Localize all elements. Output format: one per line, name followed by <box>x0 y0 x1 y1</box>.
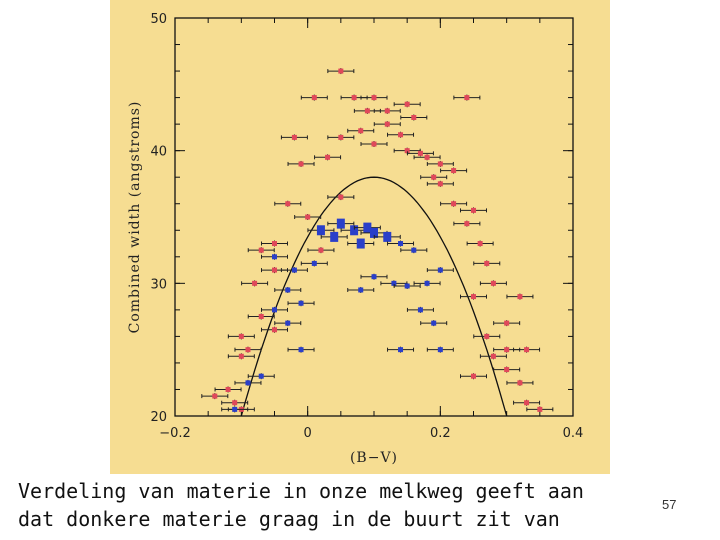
red-data-point <box>440 200 468 207</box>
red-data-point <box>241 280 269 287</box>
blue-data-point <box>261 306 288 313</box>
red-data-point <box>234 346 262 353</box>
blue-data-point <box>406 306 434 313</box>
blue-data-point <box>261 253 288 260</box>
red-data-point <box>300 94 328 101</box>
red-data-point <box>460 373 487 380</box>
blue-data-point <box>300 260 328 267</box>
red-data-point <box>373 121 401 128</box>
x-tick-label: 0 <box>304 426 312 441</box>
blue-data-point <box>320 231 348 242</box>
blue-data-point <box>287 346 315 353</box>
red-data-point <box>227 353 255 360</box>
red-data-point <box>400 114 428 121</box>
red-data-point <box>393 101 421 108</box>
red-data-point <box>453 220 481 227</box>
blue-data-point <box>287 300 315 307</box>
red-data-point <box>526 406 554 413</box>
red-data-point <box>420 174 448 181</box>
y-tick-label: 20 <box>150 410 167 425</box>
blue-data-point <box>274 286 302 293</box>
slide-number: 57 <box>662 497 677 512</box>
blue-data-point <box>280 267 308 274</box>
red-data-point <box>247 313 275 320</box>
red-data-point <box>261 326 288 333</box>
y-tick-label: 50 <box>150 12 167 27</box>
blue-data-point <box>387 346 415 353</box>
red-data-point <box>426 160 454 167</box>
blue-data-point <box>360 273 388 280</box>
red-data-point <box>360 141 388 148</box>
red-data-point <box>453 94 481 101</box>
blue-data-point <box>234 379 262 386</box>
blue-data-point <box>426 346 454 353</box>
red-data-point <box>327 68 355 75</box>
y-tick-label: 40 <box>150 145 167 160</box>
blue-data-point <box>393 282 421 289</box>
x-tick-label: −0.2 <box>159 426 191 441</box>
y-tick-label: 30 <box>150 277 167 292</box>
red-data-point <box>201 393 229 400</box>
red-data-point <box>473 260 501 267</box>
red-data-point <box>287 160 315 167</box>
caption-line-2: dat donkere materie graag in de buurt zi… <box>18 507 560 531</box>
x-axis-title: (B−V) <box>350 450 398 466</box>
blue-data-point <box>347 238 375 249</box>
red-data-point <box>460 293 487 300</box>
scatter-plot: −0.2 0 0.2 0.4 20 30 40 50 (B−V) Combined width… <box>127 12 584 466</box>
red-data-point <box>460 207 487 214</box>
red-data-point <box>327 194 355 201</box>
chart-figure: −0.2 0 0.2 0.4 20 30 40 50 (B−V) Combined width… <box>110 0 610 474</box>
red-data-point <box>340 94 368 101</box>
red-data-point <box>506 379 534 386</box>
red-data-point <box>473 333 501 340</box>
blue-data-point <box>347 286 375 293</box>
red-data-point <box>274 200 302 207</box>
red-data-point <box>493 366 521 373</box>
blue-data-point <box>307 225 335 236</box>
red-data-point <box>247 247 275 254</box>
red-data-point <box>307 247 335 254</box>
blue-data-point <box>387 240 415 247</box>
red-data-point <box>440 167 468 174</box>
blue-data-point <box>413 280 441 287</box>
x-tick-label: 0.2 <box>430 426 451 441</box>
blue-data-point <box>274 320 302 327</box>
red-data-point <box>214 386 242 393</box>
red-data-point <box>347 127 375 134</box>
blue-data-point <box>400 247 428 254</box>
red-data-point <box>261 240 288 247</box>
red-data-point <box>493 320 521 327</box>
red-data-point <box>406 150 434 157</box>
red-data-point <box>466 240 494 247</box>
red-data-point <box>221 399 249 406</box>
red-data-point <box>479 353 507 360</box>
blue-data-point <box>373 231 401 242</box>
red-data-point <box>353 107 381 114</box>
blue-data-point <box>221 406 249 413</box>
blue-data-point <box>353 222 381 233</box>
red-data-point <box>479 280 507 287</box>
blue-data-point <box>426 267 454 274</box>
red-data-point <box>426 180 454 187</box>
red-data-point <box>513 399 541 406</box>
red-data-point <box>413 154 441 161</box>
red-data-point <box>314 154 342 161</box>
blue-data-point <box>247 373 275 380</box>
red-data-point <box>227 333 255 340</box>
red-data-point <box>280 134 308 141</box>
caption-line-1: Verdeling van materie in onze melkweg ge… <box>18 479 584 503</box>
red-data-point <box>513 346 541 353</box>
x-tick-label: 0.4 <box>563 426 584 441</box>
blue-data-point <box>420 320 448 327</box>
y-axis-title: Combined width (angstroms) <box>127 101 143 334</box>
red-data-point <box>327 134 355 141</box>
red-data-point <box>506 293 534 300</box>
blue-data-point <box>327 218 355 229</box>
red-data-point <box>387 131 415 138</box>
fit-curve <box>240 176 508 417</box>
red-data-point <box>294 214 322 220</box>
